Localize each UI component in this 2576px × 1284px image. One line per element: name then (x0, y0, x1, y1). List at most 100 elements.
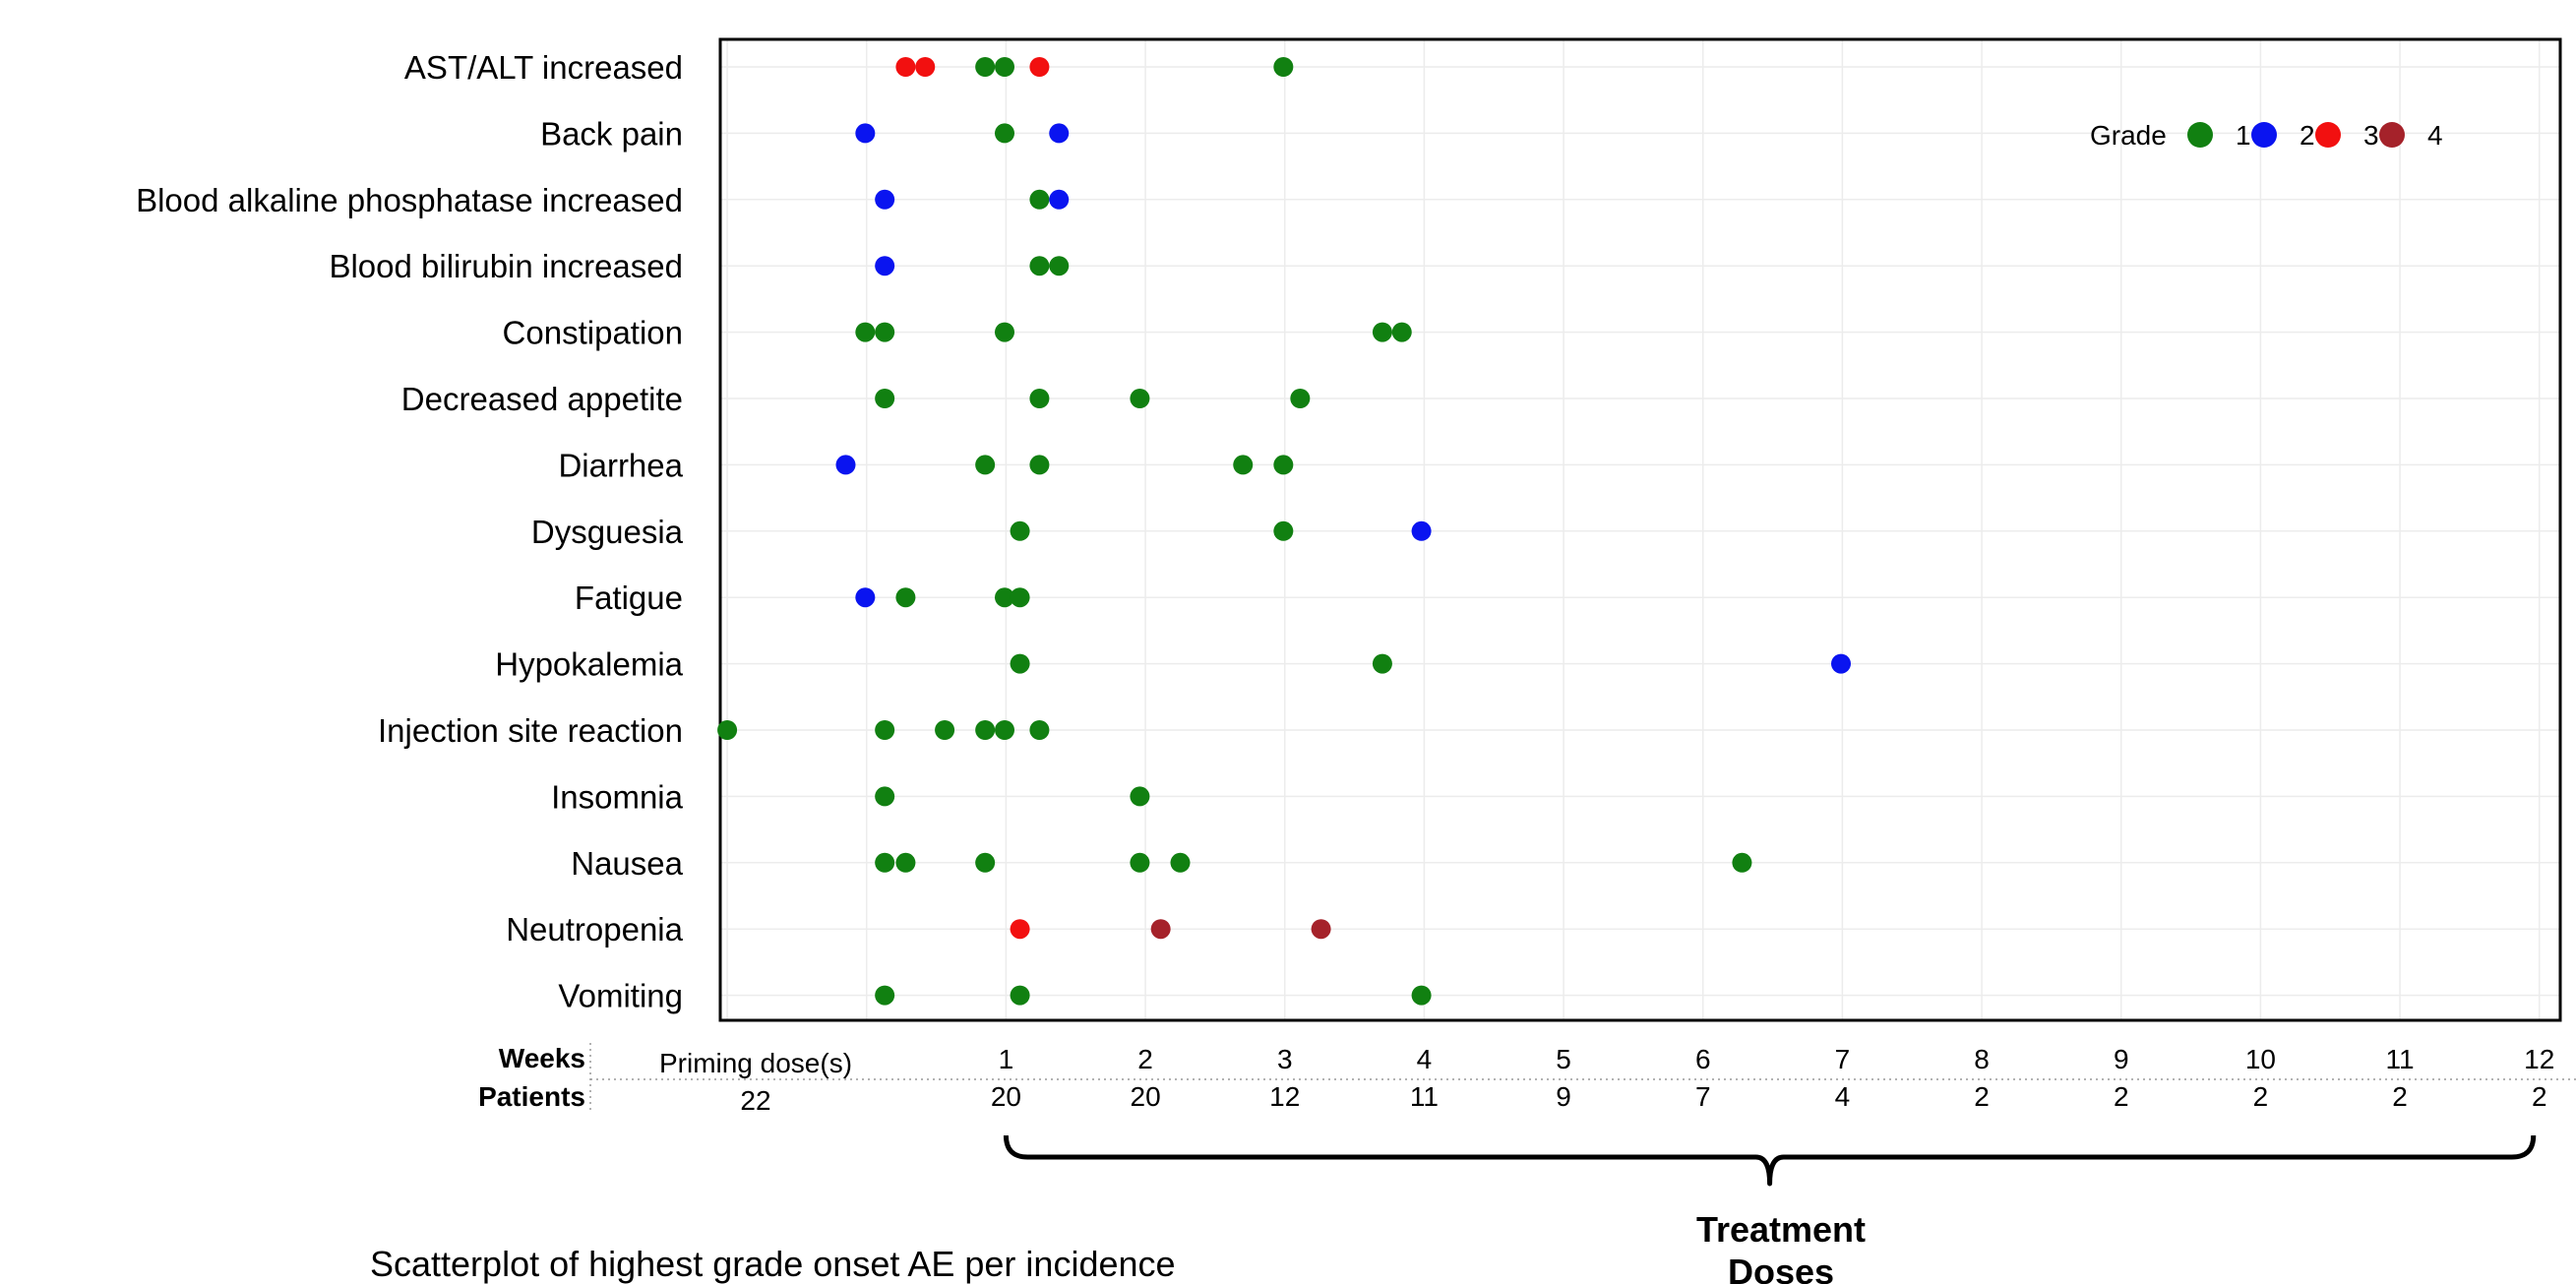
legend: Grade 1 2 3 4 (2090, 120, 2443, 151)
data-point-grade-3 (895, 57, 916, 77)
legend-label: 3 (2363, 120, 2379, 151)
data-point-grade-1 (875, 852, 895, 873)
y-tick-label: Blood alkaline phosphatase increased (136, 182, 683, 218)
legend-marker (2315, 122, 2341, 148)
week-tick-label: 2 (1137, 1044, 1153, 1074)
data-point-grade-1 (1029, 720, 1050, 740)
week-tick-label: 12 (2524, 1044, 2554, 1074)
weeks-priming-label: Priming dose(s) (659, 1048, 852, 1078)
data-point-grade-2 (835, 455, 856, 475)
y-tick-label: Blood bilirubin increased (329, 248, 683, 284)
treatment-doses-bracket (1003, 1134, 2537, 1187)
data-point-grade-1 (975, 455, 996, 475)
data-point-grade-3 (915, 57, 936, 77)
data-point-grade-1 (995, 322, 1014, 342)
data-point-grade-1 (1010, 587, 1030, 608)
legend-marker (2379, 122, 2405, 148)
data-point-grade-1 (975, 720, 996, 740)
data-point-grade-2 (875, 256, 895, 276)
patient-count: 2 (2392, 1081, 2408, 1112)
patient-count: 11 (1410, 1081, 1439, 1112)
data-point-grade-3 (1010, 919, 1030, 940)
bracket-label-line-1: Treatment (1696, 1209, 1866, 1250)
data-point-grade-1 (1290, 389, 1311, 408)
patients-priming-value: 22 (740, 1085, 770, 1116)
patient-count: 12 (1269, 1081, 1300, 1112)
chart-caption: Scatterplot of highest grade onset AE pe… (370, 1244, 1176, 1284)
legend-label: 4 (2427, 120, 2443, 151)
data-point-grade-4 (1150, 919, 1171, 940)
grid-lines (720, 39, 2560, 1020)
patients-row-label: Patients (478, 1081, 585, 1112)
data-point-grade-1 (1372, 653, 1392, 674)
patient-count: 9 (1556, 1081, 1571, 1112)
data-point-grade-1 (875, 786, 895, 807)
weeks-tick-labels: 1 2 3 4 5 6 7 8 9 10 11 12 (999, 1044, 2555, 1074)
data-point-grade-2 (1411, 520, 1432, 541)
legend-label: 1 (2236, 120, 2251, 151)
patient-count: 20 (1131, 1081, 1161, 1112)
data-points (717, 57, 1851, 1006)
data-point-grade-1 (1233, 455, 1254, 475)
data-point-grade-1 (1029, 455, 1050, 475)
patient-count: 2 (2114, 1081, 2129, 1112)
week-tick-label: 9 (2114, 1044, 2129, 1074)
patient-count: 7 (1695, 1081, 1711, 1112)
weeks-row: Weeks Priming dose(s) 1 2 3 4 5 6 7 8 9 10 11 12 (499, 1043, 2555, 1078)
patient-count: 20 (991, 1081, 1021, 1112)
data-point-grade-1 (875, 985, 895, 1006)
data-point-grade-2 (1831, 653, 1851, 674)
data-point-grade-1 (935, 720, 955, 740)
data-point-grade-4 (1311, 919, 1331, 940)
y-tick-label: Hypokalemia (495, 646, 683, 683)
data-point-grade-1 (1411, 985, 1432, 1006)
y-tick-label: AST/ALT increased (404, 49, 683, 86)
data-point-grade-1 (995, 57, 1014, 77)
bracket-label-line-2: Doses (1728, 1252, 1834, 1284)
y-tick-label: Neutropenia (506, 911, 683, 948)
patient-count: 4 (1835, 1081, 1851, 1112)
data-point-grade-1 (855, 322, 876, 342)
data-point-grade-1 (1029, 389, 1050, 408)
week-tick-label: 10 (2245, 1044, 2276, 1074)
legend-entries: 1 2 3 4 (2187, 120, 2443, 151)
data-point-grade-1 (875, 322, 895, 342)
data-point-grade-1 (1010, 520, 1030, 541)
patients-row: Patients 22 20 20 12 11 9 7 4 2 2 2 2 2 (478, 1081, 2546, 1116)
data-point-grade-2 (855, 123, 876, 144)
data-point-grade-1 (1049, 256, 1070, 276)
data-point-grade-1 (995, 720, 1014, 740)
legend-marker (2187, 122, 2213, 148)
data-point-grade-1 (875, 720, 895, 740)
data-point-grade-2 (1049, 189, 1070, 210)
y-tick-label: Injection site reaction (378, 712, 683, 749)
data-point-grade-1 (1029, 189, 1050, 210)
week-tick-label: 3 (1277, 1044, 1293, 1074)
y-tick-label: Constipation (503, 315, 683, 351)
data-point-grade-1 (1029, 256, 1050, 276)
y-tick-label: Dysguesia (531, 514, 684, 550)
y-tick-label: Insomnia (551, 778, 684, 815)
data-point-grade-1 (1130, 389, 1150, 408)
data-point-grade-1 (1273, 520, 1294, 541)
y-tick-label: Fatigue (575, 580, 683, 616)
data-point-grade-1 (1273, 57, 1294, 77)
data-point-grade-1 (1372, 322, 1392, 342)
data-point-grade-2 (1049, 123, 1070, 144)
data-point-grade-1 (1130, 786, 1150, 807)
plot-frame (718, 37, 2562, 1022)
data-point-grade-1 (895, 852, 916, 873)
data-point-grade-1 (1391, 322, 1412, 342)
data-point-grade-1 (975, 852, 996, 873)
legend-title: Grade (2090, 120, 2167, 151)
data-point-grade-1 (1273, 455, 1294, 475)
week-tick-label: 8 (1974, 1044, 1990, 1074)
y-tick-label: Decreased appetite (401, 381, 683, 417)
legend-marker (2251, 122, 2277, 148)
data-point-grade-1 (975, 57, 996, 77)
data-point-grade-3 (1029, 57, 1050, 77)
y-tick-label: Diarrhea (558, 447, 683, 483)
legend-label: 2 (2300, 120, 2315, 151)
y-tick-labels: AST/ALT increased Back pain Blood alkaline… (136, 49, 684, 1014)
